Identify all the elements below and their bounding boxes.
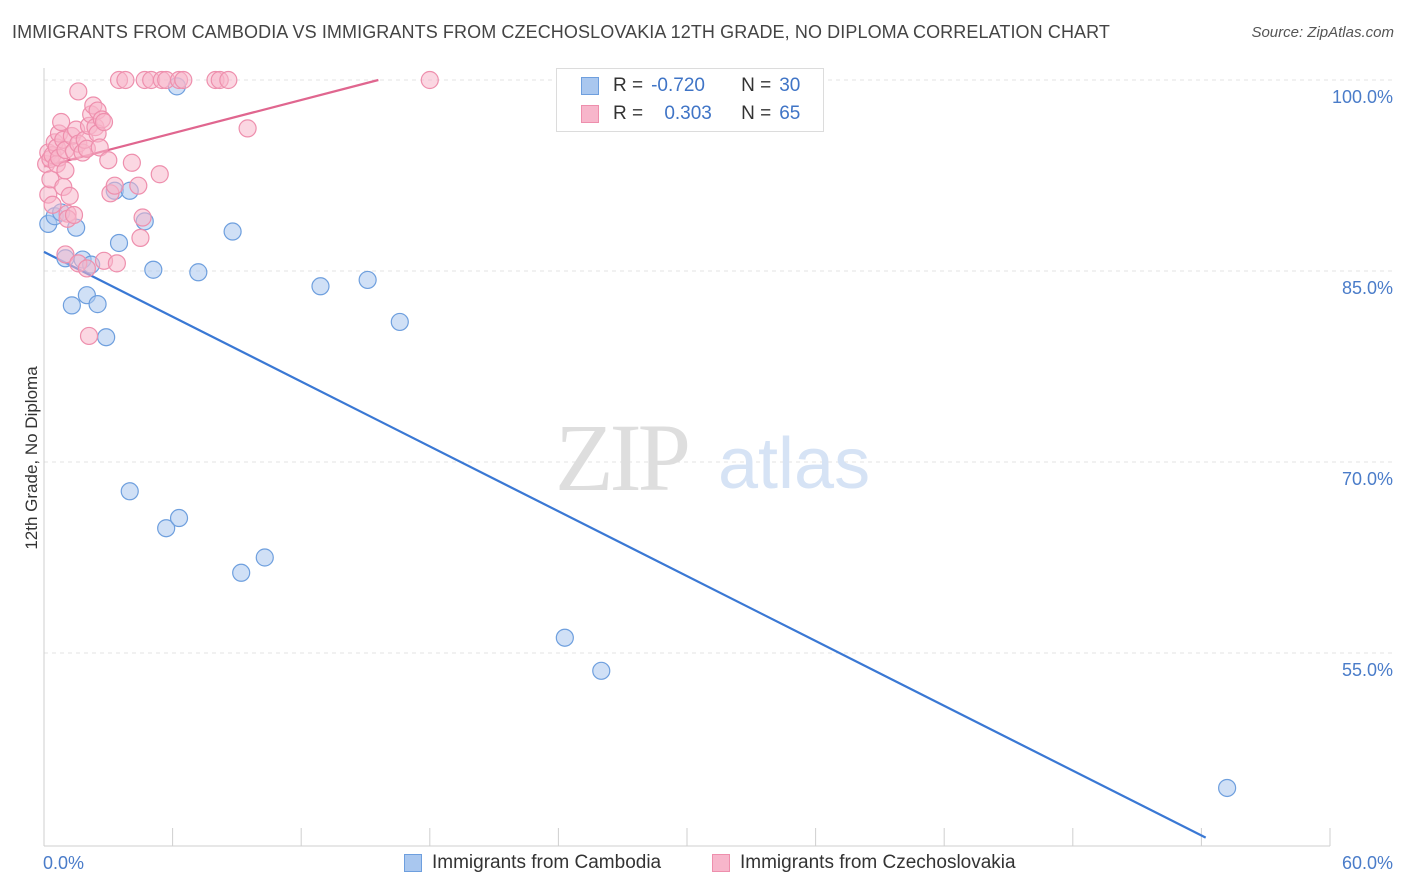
point-czechoslovakia [94, 112, 114, 132]
point-cambodia [592, 661, 611, 680]
point-cambodia [109, 233, 129, 253]
legend-swatch-pink [581, 105, 599, 123]
point-czechoslovakia [133, 208, 152, 227]
x-tick-labels: 0.0% 60.0% [43, 853, 1393, 873]
point-czechoslovakia [69, 82, 88, 101]
point-czechoslovakia [219, 70, 238, 90]
point-czechoslovakia [129, 176, 148, 195]
legend-n-label: N = [741, 103, 772, 124]
legend-row-czechoslovakia: R = 0.303 N = 65 [581, 101, 800, 127]
point-czechoslovakia [56, 245, 75, 264]
point-czechoslovakia [64, 205, 84, 225]
y-tick-label: 100.0% [1332, 87, 1393, 107]
legend-r-label: R = [613, 75, 644, 96]
series-legend-czechoslovakia: Immigrants from Czechoslovakia [712, 852, 1016, 874]
point-cambodia [157, 519, 176, 538]
point-czechoslovakia [105, 176, 124, 195]
legend-row-cambodia: R = -0.720 N = 30 [581, 73, 800, 99]
point-cambodia [144, 260, 163, 279]
point-cambodia [97, 328, 116, 347]
point-czechoslovakia [90, 138, 109, 157]
point-czechoslovakia [60, 186, 79, 205]
x-tick-right: 60.0% [1342, 853, 1393, 873]
point-czechoslovakia [131, 228, 150, 247]
point-cambodia [255, 548, 274, 567]
legend-n-value: 30 [779, 75, 801, 96]
source-label: Source: ZipAtlas.com [1251, 24, 1394, 41]
watermark-zip: ZIP [555, 404, 688, 511]
series-label-czechoslovakia: Immigrants from Czechoslovakia [740, 852, 1016, 873]
point-cambodia [1218, 778, 1237, 798]
y-tick-label: 85.0% [1342, 278, 1393, 298]
series-swatch-blue [404, 854, 422, 872]
point-cambodia [223, 222, 242, 241]
point-czechoslovakia [79, 326, 99, 346]
point-cambodia [62, 296, 81, 315]
point-cambodia [358, 270, 377, 290]
series-legend-cambodia: Immigrants from Cambodia [404, 852, 661, 874]
legend-r-label: R = [613, 103, 644, 124]
point-czechoslovakia [107, 254, 126, 273]
point-cambodia [120, 482, 139, 501]
y-tick-labels: 100.0% 85.0% 70.0% 55.0% [1332, 87, 1393, 680]
legend-n-value: 65 [779, 103, 801, 124]
point-cambodia [169, 508, 189, 528]
series-swatch-pink [712, 854, 730, 872]
watermark-atlas: atlas [718, 424, 870, 504]
axes [43, 68, 1331, 847]
legend-r-value: 0.303 [664, 103, 712, 124]
watermark: ZIP atlas [555, 404, 870, 511]
point-czechoslovakia [116, 70, 135, 90]
point-cambodia [88, 295, 107, 314]
point-czechoslovakia [77, 259, 96, 278]
legend-r-value: -0.720 [651, 75, 705, 96]
data-points [37, 70, 1237, 798]
x-tick-left: 0.0% [43, 853, 84, 873]
point-czechoslovakia [238, 119, 257, 138]
trend-line-cambodia [43, 250, 1207, 839]
point-czechoslovakia [43, 195, 62, 214]
point-czechoslovakia [52, 112, 71, 132]
point-czechoslovakia [174, 70, 193, 90]
chart-title: IMMIGRANTS FROM CAMBODIA VS IMMIGRANTS F… [12, 22, 1111, 42]
point-cambodia [311, 277, 330, 296]
y-tick-label: 70.0% [1342, 469, 1393, 489]
point-cambodia [555, 628, 574, 647]
point-czechoslovakia [99, 151, 118, 170]
point-cambodia [189, 263, 208, 282]
legend-swatch-blue [581, 77, 599, 95]
point-czechoslovakia [56, 161, 75, 180]
point-cambodia [232, 563, 251, 582]
y-axis-label: 12th Grade, No Diploma [22, 366, 41, 550]
correlation-legend: R = -0.720 N = 30 R = 0.303 N = 65 [556, 68, 824, 132]
legend-n-label: N = [741, 75, 772, 96]
point-cambodia [390, 312, 409, 332]
point-czechoslovakia [150, 165, 169, 184]
point-czechoslovakia [122, 153, 141, 172]
y-tick-label: 55.0% [1342, 660, 1393, 680]
point-czechoslovakia [420, 70, 439, 90]
series-label-cambodia: Immigrants from Cambodia [432, 852, 662, 873]
